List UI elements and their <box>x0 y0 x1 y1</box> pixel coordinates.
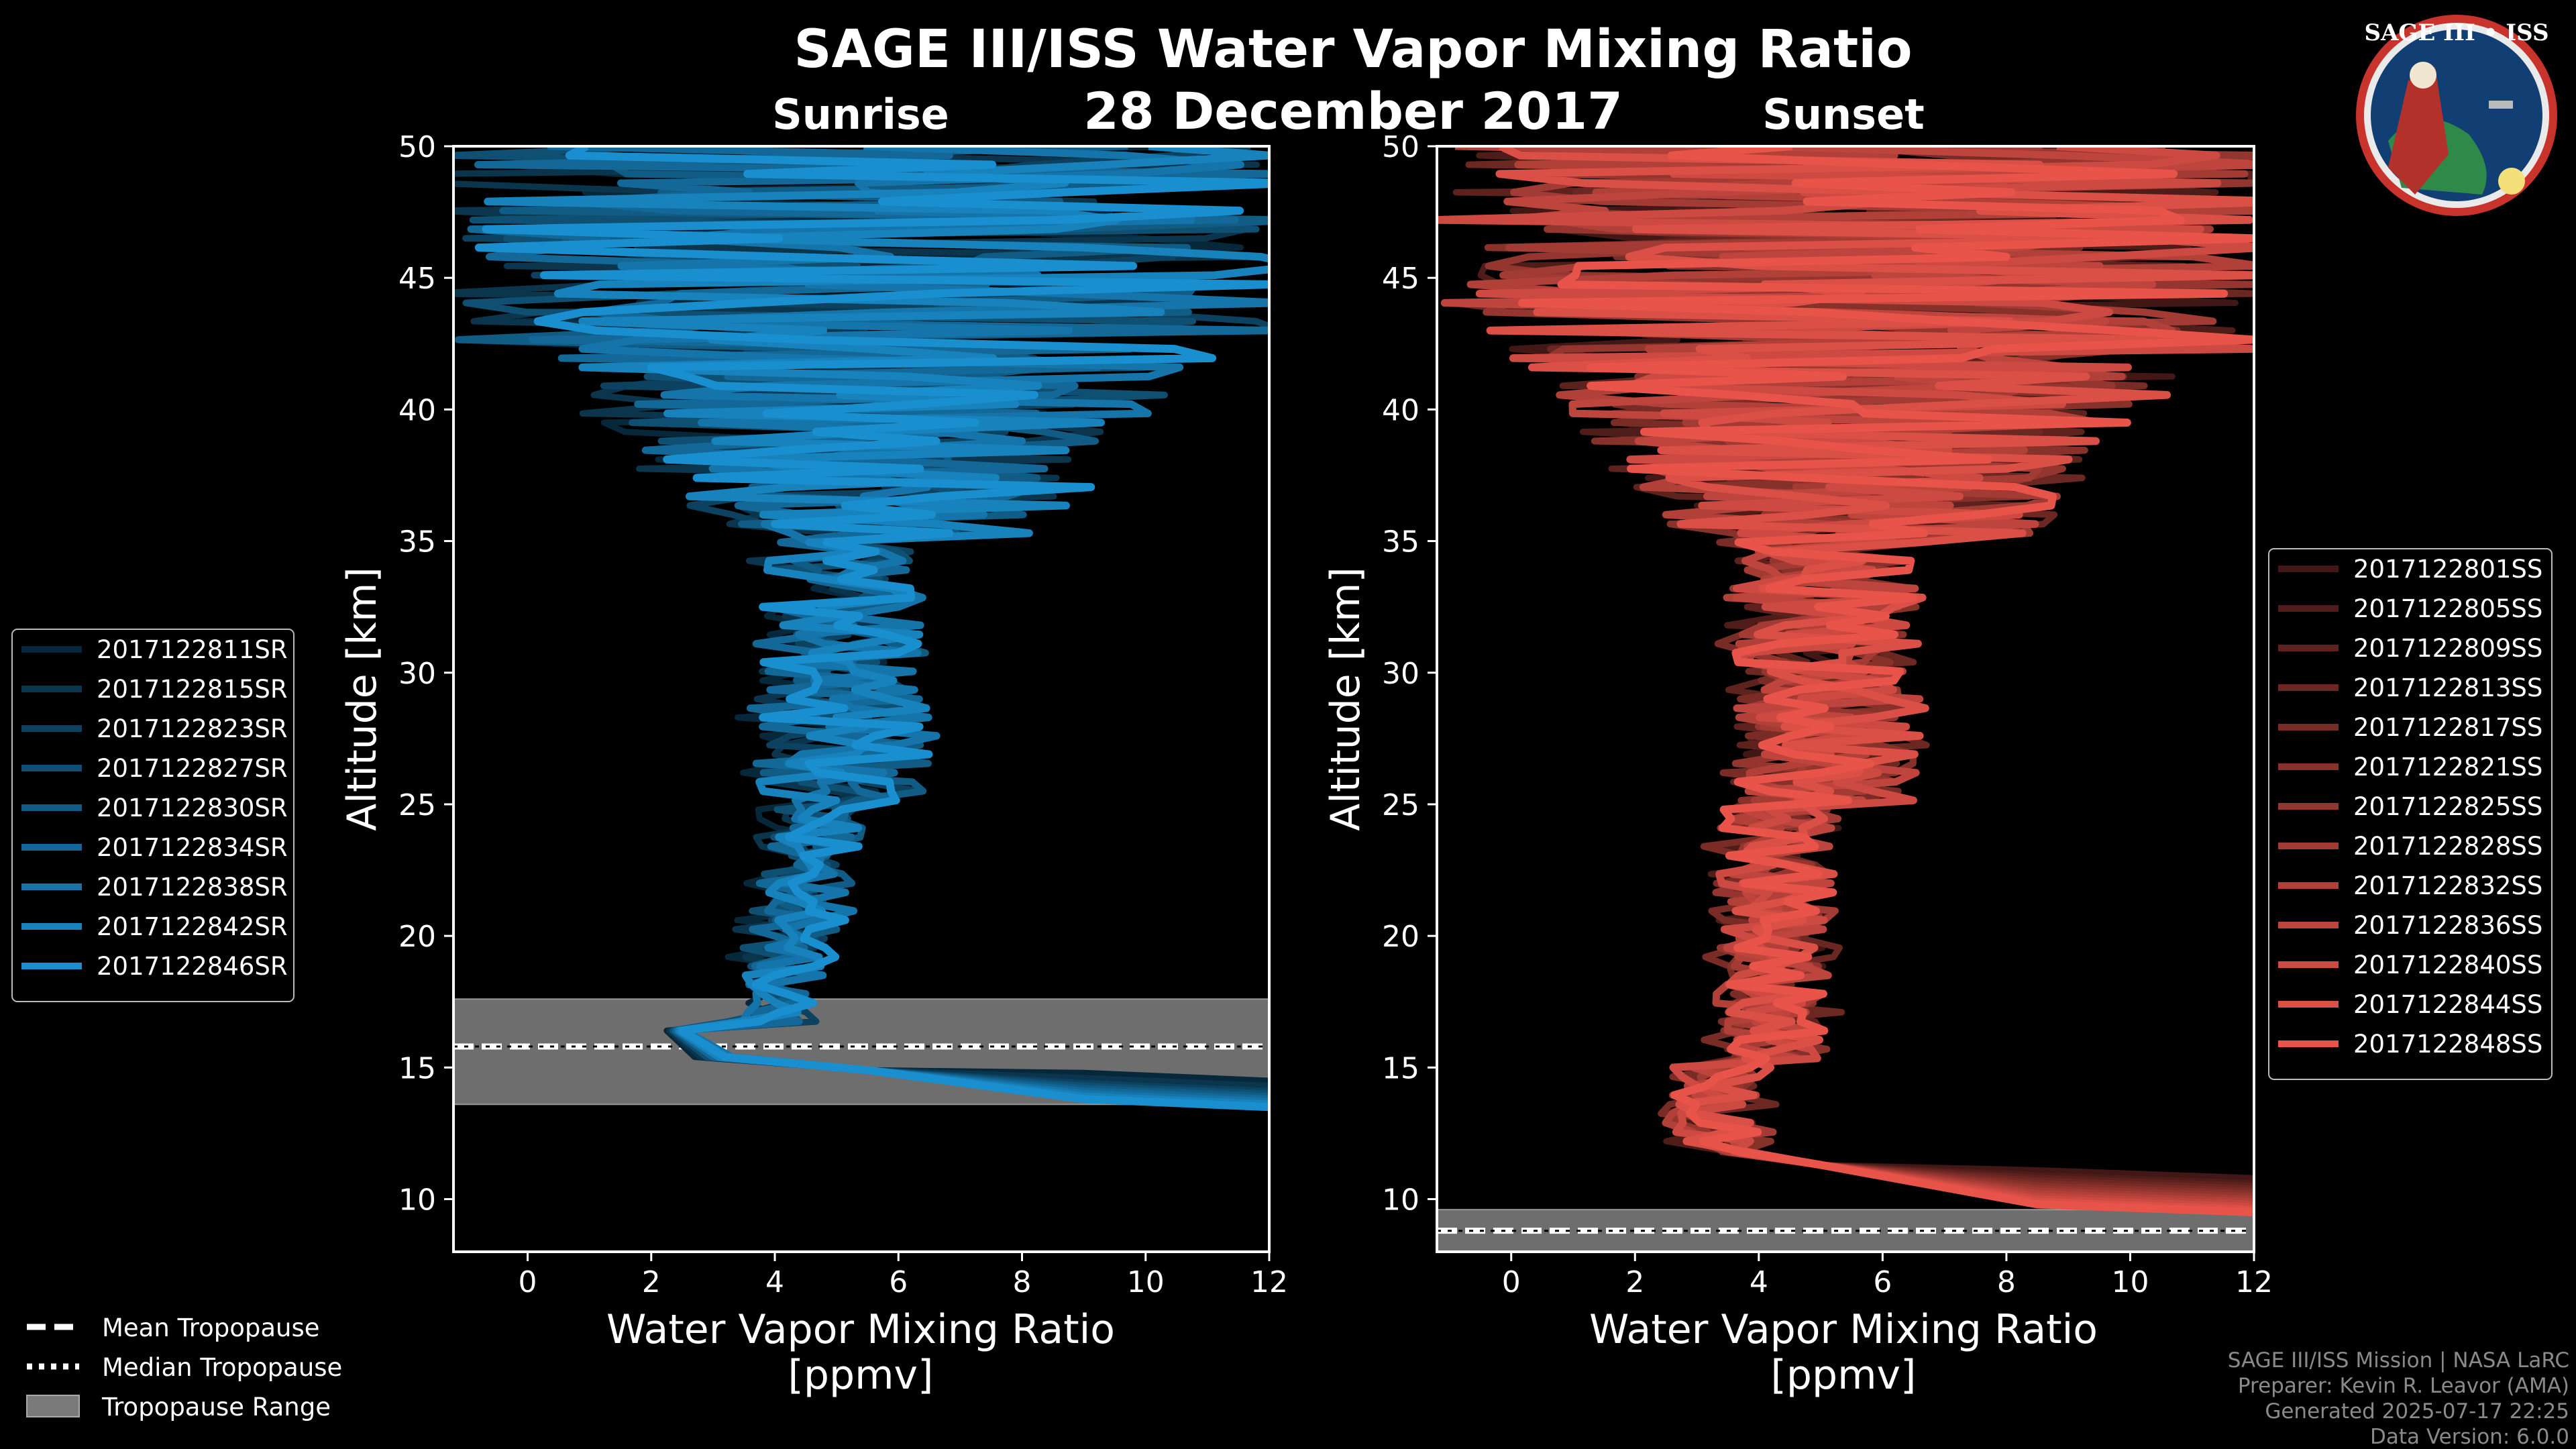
logo-title: SAGE III • ISS <box>2364 19 2548 46</box>
legend-label-2017122830SR: 2017122830SR <box>97 794 288 822</box>
median-tropopause-label: Median Tropopause <box>102 1353 342 1382</box>
legend-label-2017122823SR: 2017122823SR <box>97 714 288 743</box>
panel-title-sunrise: Sunrise <box>772 90 949 139</box>
x-tick-label: 10 <box>1127 1265 1165 1299</box>
legend-label-2017122801SS: 2017122801SS <box>2353 555 2542 584</box>
footer-generated: Generated 2025-07-17 22:25 <box>2265 1399 2569 1424</box>
legend-label-2017122828SS: 2017122828SS <box>2353 832 2542 861</box>
sage-iii-iss-logo: SAGE III • ISS <box>2356 15 2557 216</box>
legend-label-2017122832SS: 2017122832SS <box>2353 871 2542 900</box>
x-tick-label: 8 <box>1997 1265 2016 1299</box>
x-tick-label: 12 <box>2235 1265 2273 1299</box>
panel-title-sunset: Sunset <box>1762 90 1925 139</box>
tropopause-legend: Mean Tropopause Median Tropopause Tropop… <box>26 1313 342 1421</box>
y-tick-label: 15 <box>1382 1051 1419 1085</box>
y-tick-label: 10 <box>398 1183 436 1218</box>
x-tick-label: 8 <box>1013 1265 1032 1299</box>
y-tick-label: 50 <box>1382 130 1419 164</box>
legend-label-2017122813SS: 2017122813SS <box>2353 674 2542 702</box>
y-tick-label: 50 <box>398 130 436 164</box>
legend-label-2017122815SR: 2017122815SR <box>97 675 288 704</box>
logo-figure-head <box>2410 62 2436 89</box>
legend-label-2017122836SS: 2017122836SS <box>2353 911 2542 940</box>
legend-label-2017122842SR: 2017122842SR <box>97 912 288 941</box>
x-tick-label: 0 <box>1502 1265 1521 1299</box>
legend-label-2017122844SS: 2017122844SS <box>2353 990 2542 1019</box>
sunrise-xlabel-line1: Water Vapor Mixing Ratio <box>606 1306 1115 1353</box>
y-tick-label: 35 <box>398 525 436 559</box>
legend-box <box>2268 548 2553 1080</box>
x-tick-label: 2 <box>642 1265 661 1299</box>
sunrise-legend: 2017122811SR 2017122815SR 2017122823SR 2017… <box>11 629 294 1002</box>
series-line-2017122846SR <box>474 146 1269 1112</box>
footer-preparer: Preparer: Kevin R. Leavor (AMA) <box>2238 1374 2569 1398</box>
legend-label-2017122817SS: 2017122817SS <box>2353 713 2542 742</box>
y-tick-label: 40 <box>1382 393 1419 427</box>
sunrise-ylabel: Altitude [km] <box>339 567 386 831</box>
legend-label-2017122848SS: 2017122848SS <box>2353 1030 2542 1059</box>
y-tick-label: 30 <box>1382 657 1419 691</box>
x-tick-label: 2 <box>1625 1265 1644 1299</box>
y-tick-label: 35 <box>1382 525 1419 559</box>
y-tick-label: 40 <box>398 393 436 427</box>
x-tick-label: 4 <box>1750 1265 1768 1299</box>
legend-label-2017122821SS: 2017122821SS <box>2353 753 2542 782</box>
legend-label-2017122809SS: 2017122809SS <box>2353 634 2542 663</box>
y-tick-label: 10 <box>1382 1183 1419 1218</box>
y-tick-label: 20 <box>398 920 436 954</box>
figure-title: SAGE III/ISS Water Vapor Mixing Ratio <box>794 19 1912 80</box>
legend-box <box>11 629 294 1002</box>
series-line-2017122838SR <box>578 146 1269 1106</box>
legend-label-2017122838SR: 2017122838SR <box>97 873 288 902</box>
sunset-xlabel-line2: [ppmv] <box>1771 1352 1917 1399</box>
sunset-ylabel: Altitude [km] <box>1322 567 1369 831</box>
legend-label-2017122840SS: 2017122840SS <box>2353 951 2542 979</box>
y-tick-label: 25 <box>1382 788 1419 822</box>
y-tick-label: 45 <box>1382 262 1419 296</box>
figure-date: 28 December 2017 <box>1083 81 1623 141</box>
sunset-xlabel-line1: Water Vapor Mixing Ratio <box>1589 1306 2098 1353</box>
legend-label-2017122834SR: 2017122834SR <box>97 833 288 862</box>
y-tick-label: 15 <box>398 1051 436 1085</box>
plot-frame <box>452 145 1271 1253</box>
legend-label-2017122827SR: 2017122827SR <box>97 754 288 783</box>
plot-frame <box>1436 145 2255 1253</box>
footer: SAGE III/ISS Mission | NASA LaRC Prepare… <box>2228 1348 2569 1449</box>
sunrise-xlabel-line2: [ppmv] <box>788 1352 934 1399</box>
tropopause-range-label: Tropopause Range <box>101 1393 331 1421</box>
y-tick-label: 30 <box>398 657 436 691</box>
legend-label-2017122846SR: 2017122846SR <box>97 952 288 981</box>
logo-figure-robe <box>2388 67 2449 195</box>
footer-version: Data Version: 6.0.0 <box>2370 1425 2569 1449</box>
x-tick-label: 0 <box>519 1265 537 1299</box>
tropopause-range-swatch <box>26 1395 80 1417</box>
y-tick-label: 20 <box>1382 920 1419 954</box>
legend-label-2017122811SR: 2017122811SR <box>97 635 288 664</box>
x-tick-label: 6 <box>1873 1265 1892 1299</box>
footer-mission: SAGE III/ISS Mission | NASA LaRC <box>2228 1348 2569 1373</box>
x-tick-label: 10 <box>2111 1265 2149 1299</box>
series-line-2017122848SS <box>1518 146 2254 1217</box>
logo-sun-icon <box>2498 168 2525 195</box>
legend-label-2017122825SS: 2017122825SS <box>2353 792 2542 821</box>
sunset-panel: 0 2 4 6 8 10 12 10 15 20 25 30 35 40 45 50 <box>1382 130 2273 1299</box>
y-tick-label: 45 <box>398 262 436 296</box>
logo-iss-icon <box>2489 101 2513 109</box>
y-tick-label: 25 <box>398 788 436 822</box>
sunset-legend: 2017122801SS 2017122805SS 2017122809SS 2017… <box>2268 548 2553 1080</box>
x-tick-label: 12 <box>1250 1265 1288 1299</box>
x-tick-label: 6 <box>889 1265 908 1299</box>
sunrise-panel: 0 2 4 6 8 10 12 10 15 20 25 30 35 40 45 50 <box>398 130 1288 1299</box>
mean-tropopause-label: Mean Tropopause <box>102 1313 320 1342</box>
legend-label-2017122805SS: 2017122805SS <box>2353 594 2542 623</box>
x-tick-label: 4 <box>765 1265 784 1299</box>
